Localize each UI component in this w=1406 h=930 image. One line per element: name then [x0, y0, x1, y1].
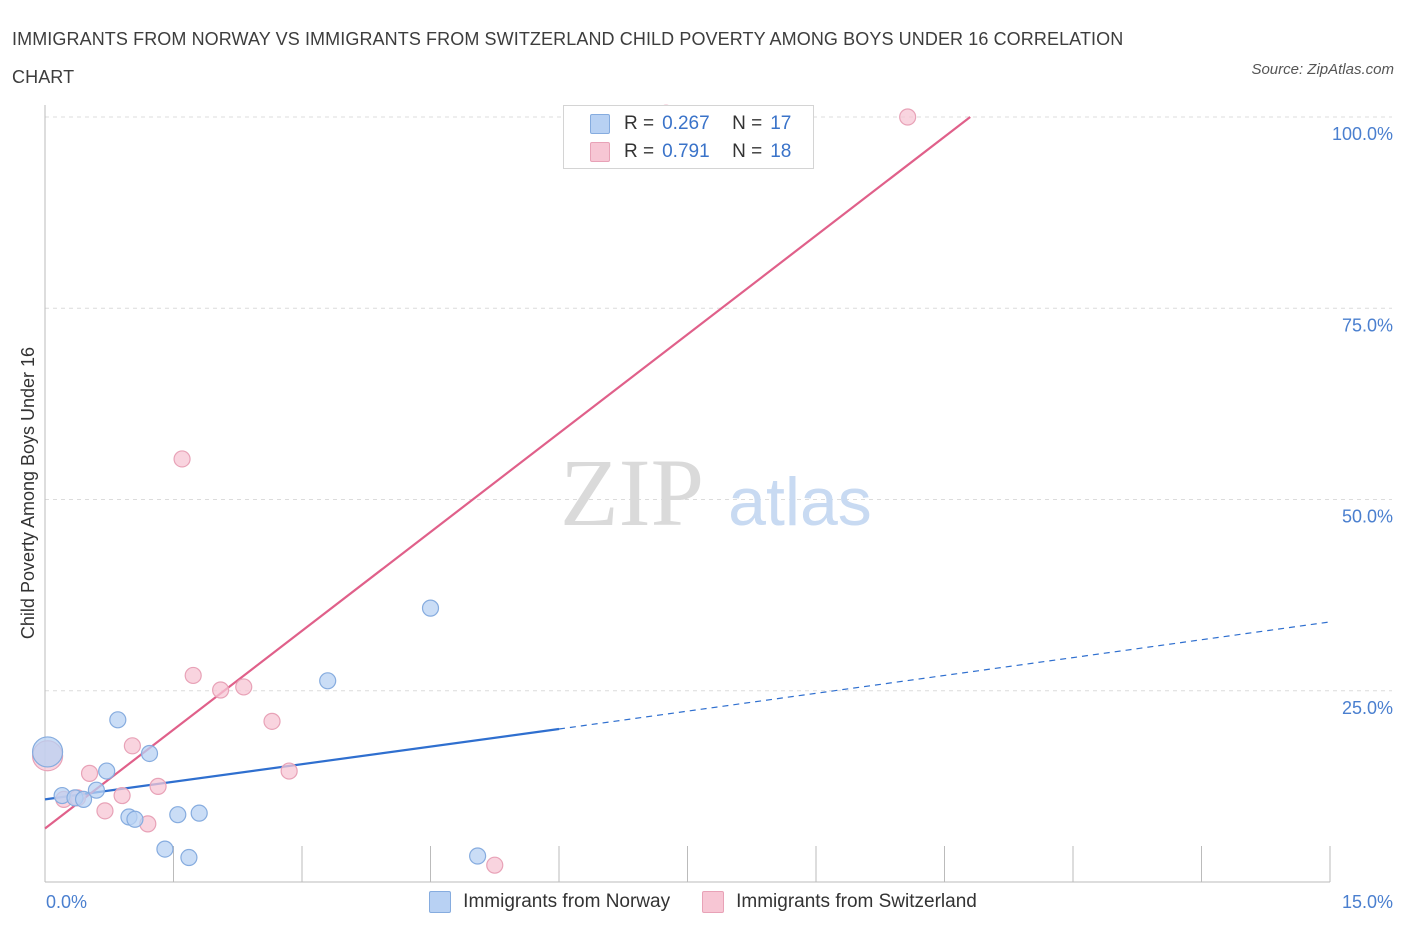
watermark-atlas: atlas — [728, 464, 872, 540]
r-label: R = — [624, 141, 655, 162]
norway-point — [87, 781, 106, 799]
norway-point — [31, 736, 64, 768]
trend-lines — [44, 116, 1331, 830]
r-value: 0.791 — [662, 141, 710, 162]
source-label: Source: ZipAtlas.com — [1251, 61, 1394, 78]
switzerland-point — [280, 762, 298, 780]
switzerland-point — [263, 712, 281, 730]
x-tick-label: 0.0% — [46, 892, 87, 912]
y-tick-label: 25.0% — [1342, 698, 1393, 718]
switzerland-point — [235, 678, 253, 696]
watermark-zip: ZIP — [560, 439, 704, 546]
norway-point — [74, 790, 93, 808]
legend-item-switzerland: Immigrants from Switzerland — [702, 891, 977, 913]
norway-swatch — [590, 114, 610, 134]
norway-point — [98, 762, 116, 780]
switzerland-point — [212, 681, 230, 699]
norway-point — [469, 847, 487, 865]
y-axis-label: Child Poverty Among Boys Under 16 — [18, 347, 38, 639]
switzerland-point — [184, 666, 202, 685]
switzerland-point — [173, 450, 191, 468]
norway-point — [156, 840, 174, 858]
norway-swatch — [429, 891, 452, 913]
n-label: N = — [732, 141, 763, 162]
tick-labels: 25.0% 50.0% 75.0% 100.0% 0.0% 15.0% — [46, 124, 1393, 912]
series-legend: Immigrants from Norway Immigrants from S… — [0, 888, 1406, 916]
watermark: ZIP atlas — [560, 439, 872, 546]
norway-point — [421, 599, 440, 617]
norway-point — [169, 806, 187, 824]
switzerland-point — [123, 737, 141, 755]
legend-row-norway: R = 0.267 N = 17 — [590, 111, 791, 137]
legend-label-switzerland: Immigrants from Switzerland — [736, 891, 977, 912]
norway-point — [109, 711, 127, 729]
switzerland-trend-line — [44, 116, 971, 830]
norway-trend-line — [44, 727, 560, 801]
norway-point — [180, 848, 198, 867]
switzerland-point — [899, 108, 917, 126]
switzerland-swatch — [702, 891, 725, 913]
norway-point — [319, 672, 337, 690]
switzerland-point — [80, 764, 99, 782]
n-label: N = — [732, 113, 763, 134]
x-tick-label: 15.0% — [1342, 892, 1393, 912]
n-value: 17 — [770, 113, 792, 134]
n-value: 18 — [770, 141, 792, 162]
switzerland-point — [149, 777, 167, 795]
norway-point — [140, 744, 159, 763]
data-points — [31, 104, 917, 874]
switzerland-point — [96, 802, 114, 820]
legend-item-norway: Immigrants from Norway — [429, 891, 670, 913]
switzerland-point — [486, 856, 504, 874]
chart-title: IMMIGRANTS FROM NORWAY VS IMMIGRANTS FRO… — [12, 29, 1124, 87]
norway-trend-extension — [558, 621, 1331, 730]
y-tick-label: 75.0% — [1342, 315, 1393, 335]
switzerland-swatch — [590, 142, 610, 162]
r-label: R = — [624, 113, 655, 134]
norway-point — [190, 804, 208, 822]
legend-row-switzerland: R = 0.791 N = 18 — [590, 139, 791, 165]
r-value: 0.267 — [662, 113, 710, 134]
legend-label-norway: Immigrants from Norway — [463, 891, 671, 912]
grid-lines — [45, 116, 1392, 692]
norway-point — [126, 810, 144, 828]
switzerland-point — [113, 786, 131, 805]
correlation-legend: R = 0.267 N = 17 R = 0.791 N = 18 — [563, 105, 814, 169]
y-tick-label: 50.0% — [1342, 507, 1393, 527]
y-tick-label: 100.0% — [1332, 124, 1393, 144]
